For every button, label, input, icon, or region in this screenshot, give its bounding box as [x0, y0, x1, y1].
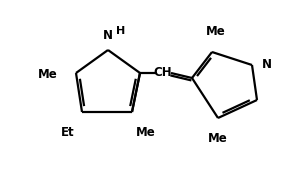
- Text: Me: Me: [206, 25, 226, 38]
- Text: CH: CH: [154, 67, 172, 79]
- Text: N: N: [262, 59, 272, 72]
- Text: N: N: [103, 29, 113, 42]
- Text: Me: Me: [208, 132, 228, 145]
- Text: Me: Me: [136, 126, 156, 139]
- Text: Et: Et: [61, 126, 75, 139]
- Text: Me: Me: [38, 67, 58, 81]
- Text: H: H: [116, 26, 125, 36]
